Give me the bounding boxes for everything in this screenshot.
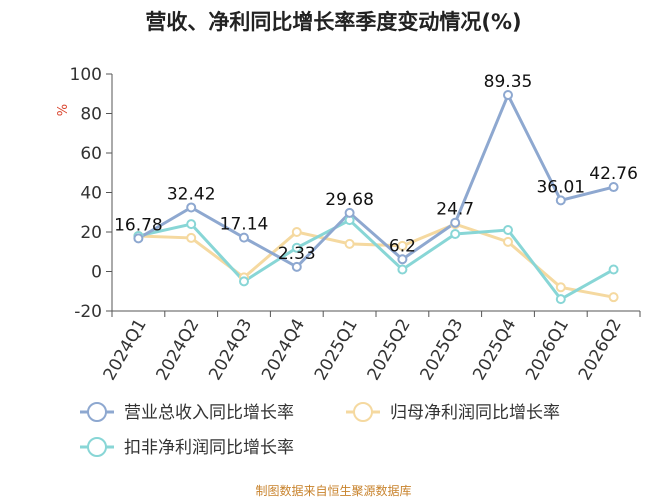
legend-swatch-marker (87, 402, 107, 422)
legend-swatch-marker (87, 437, 107, 457)
data-label: 32.42 (167, 184, 216, 204)
series-point-1 (608, 292, 619, 303)
x-tick-label: 2025Q4 (469, 316, 520, 384)
y-tick-label: 100 (70, 65, 102, 85)
series-line-2 (138, 218, 615, 302)
x-tick-label: 2025Q3 (416, 316, 467, 384)
series-point-2 (186, 219, 197, 230)
data-label: 24.7 (436, 200, 474, 220)
series-point-2 (450, 228, 461, 239)
x-tick-label: 2024Q3 (205, 316, 256, 384)
data-label: 29.68 (325, 190, 374, 210)
series-point-1 (344, 238, 355, 249)
series-point-2 (608, 264, 619, 275)
x-tick-label: 2024Q4 (258, 316, 309, 384)
series-point-1 (186, 232, 197, 243)
data-label: 16.78 (114, 215, 163, 235)
line-chart: -20 0 20 40 60 80 100% 2024Q1 2024Q2 2024Q3 2024Q4… (56, 65, 641, 458)
series-line-0 (137, 91, 614, 269)
series-point-0 (608, 182, 619, 193)
data-label: 36.01 (536, 177, 585, 197)
y-tick-label: -20 (74, 302, 102, 322)
data-label: 6.2 (389, 236, 416, 256)
x-tick-label: 2025Q1 (311, 316, 362, 384)
data-label: 2.33 (278, 244, 316, 264)
x-tick-label: 2024Q1 (100, 316, 151, 384)
series-point-0 (397, 254, 408, 265)
x-tick-label: 2026Q2 (575, 316, 626, 384)
data-label: 17.14 (220, 215, 269, 235)
data-label: 42.76 (589, 164, 638, 184)
legend-swatch-marker (353, 402, 373, 422)
y-axis-label: % (56, 104, 71, 116)
series-point-2 (503, 225, 513, 236)
legend-label: 归母净利润同比增长率 (390, 403, 560, 423)
legend-label: 营业总收入同比增长率 (124, 403, 294, 423)
series-point-1 (397, 240, 408, 251)
y-tick-label: 0 (91, 263, 102, 283)
series-point-1 (555, 282, 566, 293)
y-tick-label: 80 (80, 105, 102, 125)
data-label: 89.35 (484, 72, 533, 92)
series-point-1 (291, 227, 302, 237)
series-point-0 (344, 207, 355, 218)
source-credit: 制图数据来自恒生聚源数据库 (255, 484, 412, 498)
y-tick-label: 40 (80, 184, 102, 204)
legend-label: 扣非净利润同比增长率 (124, 438, 294, 458)
y-tick-label: 20 (80, 223, 102, 243)
series-point-1 (503, 236, 513, 247)
series-point-2 (239, 276, 249, 287)
x-tick-label: 2024Q2 (152, 316, 203, 384)
series-point-2 (555, 294, 566, 305)
series-point-0 (503, 90, 513, 101)
series-point-0 (133, 233, 144, 244)
series-point-0 (291, 261, 302, 272)
x-tick-label: 2025Q2 (364, 316, 415, 384)
y-tick-label: 60 (80, 144, 102, 164)
chart-title: 营收、净利同比增长率季度变动情况(%) (145, 10, 522, 34)
series-point-0 (186, 202, 197, 213)
series-point-0 (555, 195, 566, 206)
series-point-0 (239, 232, 249, 243)
series-point-2 (397, 264, 408, 275)
series-point-0 (450, 217, 461, 228)
series-point-2 (291, 242, 302, 253)
x-tick-label: 2026Q1 (522, 316, 573, 384)
